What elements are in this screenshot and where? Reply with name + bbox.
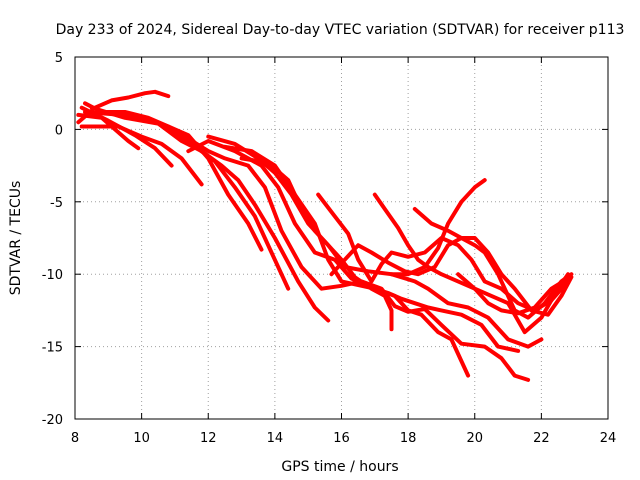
x-tick-label: 18 <box>400 431 417 446</box>
series-line-track-4 <box>79 124 204 187</box>
x-axis-label: GPS time / hours <box>281 459 398 475</box>
y-axis-label: SDTVAR / TECUs <box>8 181 24 296</box>
chart-title: Day 233 of 2024, Sidereal Day-to-day VTE… <box>56 22 625 38</box>
x-tick-label: 16 <box>333 431 350 446</box>
x-tick-label: 24 <box>600 431 617 446</box>
series-line-track-18 <box>456 272 570 335</box>
x-tick-label: 8 <box>71 431 79 446</box>
x-tick-label: 12 <box>200 431 217 446</box>
series-line-track-7 <box>89 105 331 323</box>
series-line-track-5 <box>83 101 264 252</box>
axis-ticks: 8 10 12 14 16 18 20 22 24 5 0 -5 -10 -15 -20 <box>42 51 617 446</box>
y-tick-label: -15 <box>42 341 63 356</box>
y-tick-label: 0 <box>55 123 63 138</box>
series-line-track-16 <box>329 236 574 317</box>
y-tick-label: -10 <box>42 268 63 283</box>
y-tick-label: -5 <box>50 196 63 211</box>
y-tick-label: -20 <box>42 413 63 428</box>
series-line-track-2 <box>76 112 141 151</box>
series-layer <box>76 89 574 382</box>
x-tick-label: 14 <box>267 431 284 446</box>
series-line-track-10 <box>206 134 544 349</box>
grid <box>75 57 608 419</box>
series-line-track-17 <box>389 178 487 277</box>
x-tick-label: 22 <box>533 431 550 446</box>
x-tick-label: 20 <box>466 431 483 446</box>
y-tick-label: 5 <box>55 51 63 66</box>
series-line-track-13 <box>316 192 570 313</box>
series-line-track-12 <box>239 156 394 332</box>
x-tick-label: 10 <box>133 431 150 446</box>
